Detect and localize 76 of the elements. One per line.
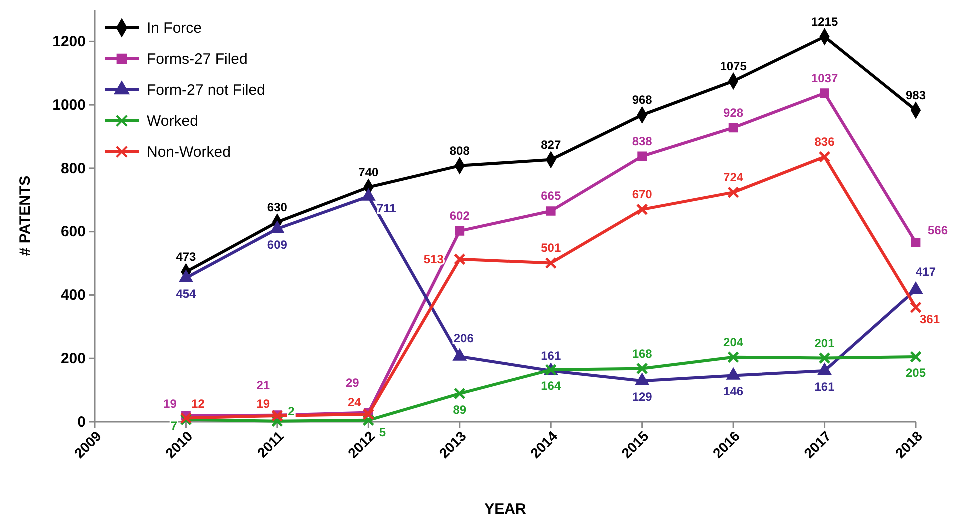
y-axis-title: # PATENTS [17, 176, 34, 256]
point [910, 302, 922, 314]
point [455, 226, 465, 236]
data-label: 724 [724, 170, 744, 185]
data-label: 665 [541, 189, 562, 204]
data-label: 670 [632, 188, 653, 202]
y-tick-label: 600 [60, 224, 86, 241]
data-label: 454 [176, 287, 197, 302]
point [638, 152, 648, 162]
legend-label: Non-Worked [147, 144, 231, 161]
data-label: 161 [814, 380, 836, 394]
data-label: 602 [450, 209, 470, 224]
data-label: 206 [454, 332, 474, 346]
y-tick-label: 800 [60, 160, 86, 178]
data-label: 204 [724, 335, 744, 350]
legend-label: Forms-27 Filed [147, 51, 248, 68]
point [910, 351, 922, 364]
point [545, 257, 558, 270]
data-label: 89 [453, 402, 467, 417]
point [362, 408, 375, 420]
legend-label: In Force [147, 20, 202, 37]
y-tick-label: 400 [60, 287, 86, 304]
legend-label: Form-27 not Filed [147, 82, 266, 99]
data-label: 630 [267, 200, 288, 214]
point [454, 388, 466, 400]
y-tick-label: 0 [78, 414, 86, 431]
point [636, 204, 648, 216]
data-label: 838 [632, 134, 653, 148]
data-label: 205 [906, 366, 926, 380]
data-label: 983 [906, 88, 926, 102]
data-label: 146 [724, 384, 744, 399]
data-label: 566 [928, 224, 948, 238]
data-label: 21 [256, 378, 270, 392]
data-label: 24 [348, 395, 362, 410]
data-label: 19 [164, 396, 178, 411]
data-label: 29 [346, 376, 360, 390]
data-label: 7 [170, 418, 178, 433]
legend-label: Worked [147, 113, 198, 130]
data-label: 1037 [811, 71, 838, 86]
data-label: 201 [814, 336, 836, 350]
point [636, 362, 648, 375]
data-label: 12 [192, 397, 206, 412]
data-label: 5 [379, 425, 386, 440]
data-label: 1215 [811, 14, 838, 29]
data-label: 808 [450, 144, 470, 158]
y-tick-label: 200 [60, 350, 86, 368]
point [911, 238, 921, 248]
data-label: 161 [541, 348, 562, 363]
point [728, 186, 740, 199]
y-tick-label: 1200 [52, 33, 86, 50]
data-label: 1075 [720, 59, 748, 74]
data-label: 711 [376, 202, 397, 216]
data-label: 968 [632, 93, 653, 108]
data-label: 827 [541, 138, 562, 152]
point [818, 352, 831, 364]
point [728, 351, 740, 364]
data-label: 417 [916, 264, 936, 279]
data-label: 164 [541, 379, 562, 394]
point [546, 206, 556, 216]
data-label: 168 [632, 346, 653, 361]
data-label: 473 [176, 250, 197, 264]
data-label: 129 [632, 390, 653, 404]
data-label: 928 [724, 106, 744, 120]
data-label: 361 [920, 312, 940, 327]
point [728, 123, 738, 133]
point [818, 151, 831, 164]
point [454, 253, 466, 266]
x-axis-title: YEAR [484, 501, 526, 518]
data-label: 740 [358, 165, 379, 180]
point [820, 88, 830, 98]
data-label: 19 [256, 396, 270, 411]
y-tick-label: 1000 [52, 96, 86, 114]
data-label: 513 [424, 252, 444, 266]
data-label: 609 [267, 238, 288, 252]
data-label: 501 [541, 241, 562, 256]
data-label: 836 [814, 135, 836, 150]
